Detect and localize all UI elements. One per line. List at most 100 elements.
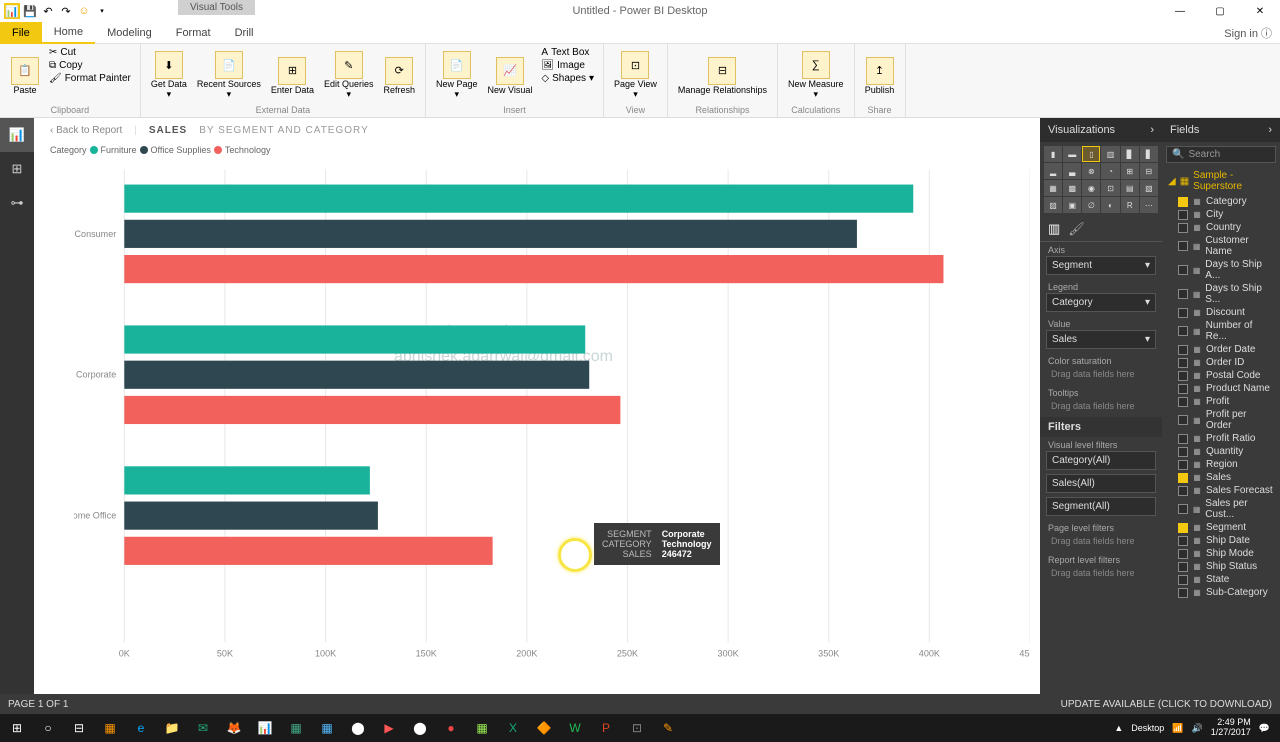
- vis-type-icon[interactable]: ⊟: [1140, 163, 1158, 179]
- field-item[interactable]: ▦Segment: [1162, 521, 1280, 534]
- vis-type-icon[interactable]: ▬: [1063, 146, 1081, 162]
- redo-icon[interactable]: ↷: [58, 3, 74, 19]
- legend-well[interactable]: Category▾: [1046, 293, 1156, 312]
- field-checkbox[interactable]: [1178, 504, 1188, 514]
- field-item[interactable]: ▦Category: [1162, 195, 1280, 208]
- image-button[interactable]: 🖼 Image: [538, 59, 597, 72]
- taskbar-app[interactable]: ✎: [653, 715, 683, 741]
- chart[interactable]: 0K50K100K150K200K250K300K350K400K450KCon…: [74, 168, 1030, 664]
- vis-type-icon[interactable]: ▯: [1082, 146, 1100, 162]
- vis-type-icon[interactable]: ◉: [1082, 180, 1100, 196]
- vis-type-icon[interactable]: ▥: [1101, 146, 1119, 162]
- sign-in-link[interactable]: Sign in ⓘ: [1224, 25, 1272, 41]
- search-button[interactable]: ○: [33, 715, 63, 741]
- taskbar-app[interactable]: e: [126, 715, 156, 741]
- drill-tab[interactable]: Drill: [223, 22, 266, 44]
- field-checkbox[interactable]: [1178, 415, 1188, 425]
- taskbar-app[interactable]: X: [498, 715, 528, 741]
- field-item[interactable]: ▦Ship Status: [1162, 560, 1280, 573]
- save-icon[interactable]: 💾: [22, 3, 38, 19]
- data-view-button[interactable]: ⊞: [0, 152, 34, 186]
- field-checkbox[interactable]: [1178, 562, 1188, 572]
- field-item[interactable]: ▦Postal Code: [1162, 369, 1280, 382]
- start-button[interactable]: ⊞: [2, 715, 32, 741]
- field-checkbox[interactable]: [1178, 345, 1188, 355]
- field-item[interactable]: ▦Ship Mode: [1162, 547, 1280, 560]
- field-item[interactable]: ▦State: [1162, 573, 1280, 586]
- report-view-button[interactable]: 📊: [0, 118, 34, 152]
- field-checkbox[interactable]: [1178, 523, 1188, 533]
- fields-tab-icon[interactable]: ▥: [1048, 221, 1060, 237]
- axis-well[interactable]: Segment▾: [1046, 256, 1156, 275]
- field-item[interactable]: ▦Days to Ship A...: [1162, 258, 1280, 282]
- filter-item[interactable]: Sales(All): [1046, 474, 1156, 493]
- close-button[interactable]: ✕: [1240, 0, 1280, 22]
- field-item[interactable]: ▦Ship Date: [1162, 534, 1280, 547]
- field-checkbox[interactable]: [1178, 358, 1188, 368]
- task-view-button[interactable]: ⊟: [64, 715, 94, 741]
- recent-sources-button[interactable]: 📄Recent Sources▾: [193, 46, 265, 105]
- vis-type-icon[interactable]: ▨: [1044, 197, 1062, 213]
- taskbar-app[interactable]: ▦: [312, 715, 342, 741]
- field-item[interactable]: ▦Discount: [1162, 306, 1280, 319]
- field-item[interactable]: ▦Profit: [1162, 395, 1280, 408]
- publish-button[interactable]: ↥Publish: [861, 46, 899, 105]
- field-item[interactable]: ▦Sales per Cust...: [1162, 497, 1280, 521]
- taskbar-app[interactable]: ⬤: [405, 715, 435, 741]
- format-painter-button[interactable]: 🖌 Format Painter: [46, 72, 134, 85]
- field-item[interactable]: ▦Profit per Order: [1162, 408, 1280, 432]
- vis-type-icon[interactable]: R: [1121, 197, 1139, 213]
- vis-type-icon[interactable]: ▮: [1044, 146, 1062, 162]
- system-tray[interactable]: ▲ Desktop 📶 🔊 2:49 PM 1/27/2017 💬: [1114, 718, 1278, 738]
- update-available-link[interactable]: UPDATE AVAILABLE (CLICK TO DOWNLOAD): [1061, 699, 1272, 710]
- field-item[interactable]: ▦Order Date: [1162, 343, 1280, 356]
- manage-relationships-button[interactable]: ⊟Manage Relationships: [674, 46, 771, 105]
- dropdown-icon[interactable]: ▾: [1145, 260, 1150, 271]
- field-checkbox[interactable]: [1178, 588, 1188, 598]
- field-checkbox[interactable]: [1178, 241, 1188, 251]
- tray-icon[interactable]: 📶: [1172, 723, 1183, 734]
- format-tab-icon[interactable]: 🖌: [1068, 221, 1085, 237]
- tray-icon[interactable]: 🔊: [1192, 723, 1203, 734]
- vis-type-icon[interactable]: ◐: [1101, 197, 1119, 213]
- taskbar-app[interactable]: ●: [436, 715, 466, 741]
- tooltips-well[interactable]: Drag data fields here: [1046, 399, 1156, 413]
- field-checkbox[interactable]: [1178, 549, 1188, 559]
- value-well[interactable]: Sales▾: [1046, 330, 1156, 349]
- new-visual-button[interactable]: 📈New Visual: [484, 46, 537, 105]
- page-filters-drop[interactable]: Drag data fields here: [1046, 534, 1156, 548]
- field-checkbox[interactable]: [1178, 197, 1188, 207]
- field-item[interactable]: ▦Sales: [1162, 471, 1280, 484]
- canvas-area[interactable]: ‹ Back to Report | SALES BY SEGMENT AND …: [34, 118, 1040, 694]
- notifications-icon[interactable]: 💬: [1259, 723, 1270, 734]
- qat-dropdown-icon[interactable]: ▾: [94, 3, 110, 19]
- taskbar-app[interactable]: P: [591, 715, 621, 741]
- vis-type-icon[interactable]: ∅: [1082, 197, 1100, 213]
- field-item[interactable]: ▦Quantity: [1162, 445, 1280, 458]
- new-measure-button[interactable]: ∑New Measure▾: [784, 46, 848, 105]
- field-item[interactable]: ▦Product Name: [1162, 382, 1280, 395]
- tray-icon[interactable]: ▲: [1114, 723, 1123, 733]
- filter-item[interactable]: Segment(All): [1046, 497, 1156, 516]
- taskbar-app[interactable]: ▦: [467, 715, 497, 741]
- field-item[interactable]: ▦Region: [1162, 458, 1280, 471]
- vis-type-icon[interactable]: ▧: [1140, 180, 1158, 196]
- field-checkbox[interactable]: [1178, 447, 1188, 457]
- vis-type-icon[interactable]: ▊: [1121, 146, 1139, 162]
- dropdown-icon[interactable]: ▾: [1145, 334, 1150, 345]
- modeling-tab[interactable]: Modeling: [95, 22, 164, 44]
- taskbar-app[interactable]: 🦊: [219, 715, 249, 741]
- taskbar-app[interactable]: ▶: [374, 715, 404, 741]
- field-item[interactable]: ▦Sales Forecast: [1162, 484, 1280, 497]
- taskbar-app[interactable]: ▦: [281, 715, 311, 741]
- field-checkbox[interactable]: [1178, 486, 1188, 496]
- maximize-button[interactable]: ▢: [1200, 0, 1240, 22]
- minimize-button[interactable]: —: [1160, 0, 1200, 22]
- vis-type-icon[interactable]: ▋: [1140, 146, 1158, 162]
- home-tab[interactable]: Home: [42, 22, 95, 44]
- field-checkbox[interactable]: [1178, 384, 1188, 394]
- field-checkbox[interactable]: [1178, 460, 1188, 470]
- field-checkbox[interactable]: [1178, 308, 1188, 318]
- vis-type-icon[interactable]: ▤: [1121, 180, 1139, 196]
- field-item[interactable]: ▦Days to Ship S...: [1162, 282, 1280, 306]
